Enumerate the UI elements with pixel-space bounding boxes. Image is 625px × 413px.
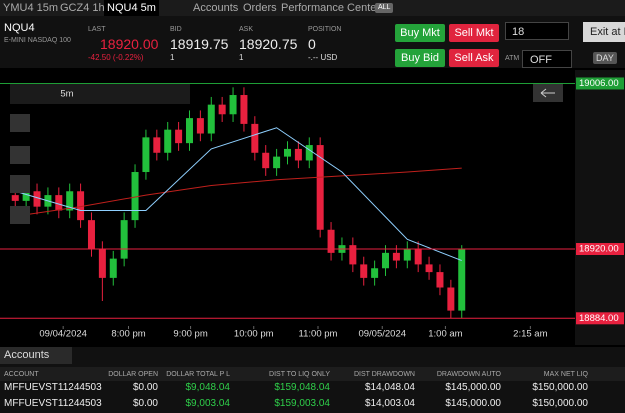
cell: $150,000.00 bbox=[532, 382, 588, 393]
moving-average bbox=[15, 127, 462, 262]
x-tick-label: 09/04/2024 bbox=[39, 329, 87, 340]
chart: 2:15 am 1:00 am 09/05/2024 11:00 pm 10:00 pm… bbox=[0, 70, 625, 345]
cell: $0.00 bbox=[132, 398, 158, 409]
accounts-tab[interactable]: Accounts bbox=[0, 347, 72, 364]
column-header: DIST TO LIQ ONLY bbox=[269, 371, 330, 378]
cell: $159,048.04 bbox=[274, 382, 330, 393]
column-header: DOLLAR OPEN bbox=[108, 371, 158, 378]
cell: MFFUEVST11244503 bbox=[4, 382, 102, 393]
label: ASK bbox=[239, 26, 254, 33]
cell: $9,003.04 bbox=[185, 398, 231, 409]
bid: 18919.75 bbox=[170, 36, 229, 52]
moving-average bbox=[15, 167, 462, 217]
chart-toolbar bbox=[10, 84, 190, 104]
axis-panel bbox=[575, 70, 625, 345]
pnl: -.-- USD bbox=[308, 53, 338, 62]
tab[interactable]: Orders bbox=[243, 2, 277, 14]
tab[interactable]: NQU4 5m bbox=[104, 0, 159, 16]
cell: $9,048.04 bbox=[185, 382, 231, 393]
atm-label: ATM bbox=[505, 55, 520, 62]
ask: 18920.75 bbox=[239, 36, 298, 52]
cell: $159,003.04 bbox=[274, 398, 330, 409]
interval[interactable]: 5m bbox=[60, 89, 73, 100]
price-tag bbox=[576, 243, 624, 256]
x-tick-label: 09/05/2024 bbox=[358, 329, 406, 340]
bid-size: 1 bbox=[170, 53, 175, 62]
x-tick-label: 9:00 pm bbox=[173, 329, 207, 340]
symbol: NQU4 bbox=[4, 22, 35, 34]
x-tick-label: 10:00 pm bbox=[234, 329, 274, 340]
price-tag bbox=[576, 77, 624, 90]
cell: $14,048.04 bbox=[364, 382, 415, 393]
cell: $145,000.00 bbox=[445, 382, 501, 393]
last-price: 18920.00 bbox=[100, 36, 159, 52]
buy-mkt-button[interactable]: Buy Mkt bbox=[395, 24, 445, 42]
column-header: MAX NET LIQ bbox=[543, 371, 588, 378]
tab[interactable]: Performance Center bbox=[281, 2, 381, 14]
ask-size: 1 bbox=[239, 53, 244, 62]
column-header: DIST DRAWDOWN bbox=[353, 371, 415, 378]
tab[interactable]: Accounts bbox=[193, 2, 239, 14]
sell-ask-button[interactable]: Sell Ask bbox=[449, 49, 499, 67]
tab[interactable]: YMU4 15m bbox=[3, 2, 59, 14]
qty-input[interactable]: 18 bbox=[505, 22, 569, 40]
cell: $14,003.04 bbox=[364, 398, 415, 409]
atm-select[interactable]: OFF bbox=[522, 50, 572, 68]
change: -42.50 (-0.22%) bbox=[88, 53, 144, 62]
tif-button[interactable]: DAY bbox=[593, 52, 617, 64]
table-header bbox=[0, 367, 625, 381]
price-tag-label: 18920.00 bbox=[579, 244, 619, 255]
x-tick-label: 8:00 pm bbox=[111, 329, 145, 340]
x-tick-label: 1:00 am bbox=[428, 329, 462, 340]
tool[interactable] bbox=[10, 206, 30, 224]
price-tag-label: 18884.00 bbox=[579, 313, 619, 324]
label: BID bbox=[170, 26, 182, 33]
symbol-name: E-MINI NASDAQ 100 bbox=[4, 37, 71, 44]
cell: $150,000.00 bbox=[532, 398, 588, 409]
tab[interactable]: GCZ4 1h bbox=[60, 2, 105, 14]
label: LAST bbox=[88, 26, 106, 33]
buy-bid-button[interactable]: Buy Bid bbox=[395, 49, 445, 67]
sell-mkt-button[interactable]: Sell Mkt bbox=[449, 24, 499, 42]
tool[interactable] bbox=[10, 146, 30, 164]
cell: MFFUEVST11244503 bbox=[4, 398, 102, 409]
cell: $145,000.00 bbox=[445, 398, 501, 409]
column-header: DRAWDOWN AUTO bbox=[436, 371, 501, 378]
tab[interactable]: ALL bbox=[375, 3, 394, 13]
price-tag-label: 19006.00 bbox=[579, 78, 619, 89]
x-tick-label: 11:00 pm bbox=[299, 329, 338, 340]
tool[interactable] bbox=[10, 114, 30, 132]
position: 0 bbox=[308, 36, 316, 52]
price-tag bbox=[576, 312, 624, 325]
exit-button[interactable]: Exit at M bbox=[583, 22, 625, 42]
tool[interactable] bbox=[10, 175, 30, 193]
cell: $0.00 bbox=[132, 382, 158, 393]
arrow-icon bbox=[540, 88, 555, 98]
column-header: ACCOUNT bbox=[4, 371, 39, 378]
label: POSITION bbox=[308, 26, 342, 33]
x-tick-label: 2:15 am bbox=[513, 329, 547, 340]
column-header: DOLLAR TOTAL P L bbox=[166, 371, 230, 378]
